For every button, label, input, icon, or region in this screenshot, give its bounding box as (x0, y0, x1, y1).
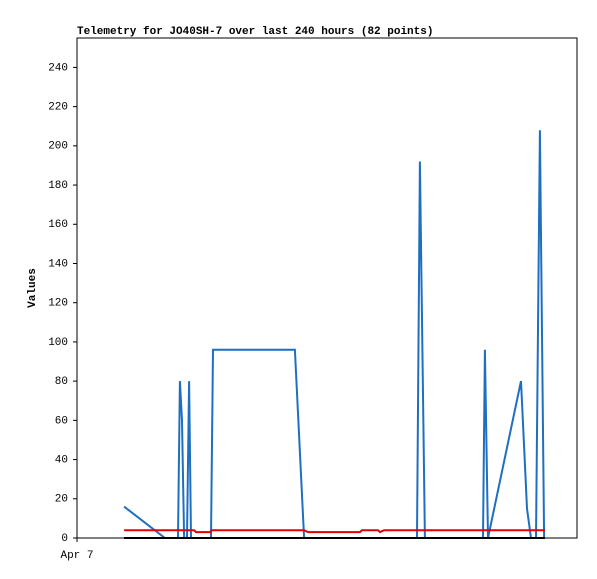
y-tick-label: 200 (48, 141, 68, 153)
y-tick-label: 240 (48, 62, 68, 74)
y-tick-label: 140 (48, 258, 68, 270)
y-tick-label: 60 (55, 415, 68, 427)
y-tick-label: 100 (48, 337, 68, 349)
y-axis-label: Values (27, 268, 39, 308)
y-tick-label: 80 (55, 376, 68, 388)
series-line (124, 529, 545, 534)
y-tick-label: 40 (55, 454, 68, 466)
series-line (123, 130, 546, 539)
x-tick-label: Apr 7 (60, 550, 93, 562)
y-tick-label: 20 (55, 494, 68, 506)
y-tick-label: 0 (61, 533, 68, 545)
plot-frame (76, 37, 578, 539)
chart-title: Telemetry for JO40SH-7 over last 240 hou… (77, 26, 433, 38)
y-tick-label: 160 (48, 219, 68, 231)
y-tick-label: 180 (48, 180, 68, 192)
y-tick-label: 220 (48, 102, 68, 114)
y-tick-label: 120 (48, 298, 68, 310)
